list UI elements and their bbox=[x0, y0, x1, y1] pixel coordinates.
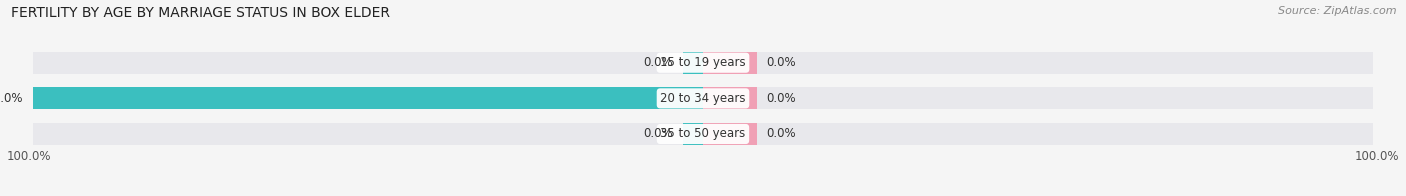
Text: Source: ZipAtlas.com: Source: ZipAtlas.com bbox=[1278, 6, 1396, 16]
Text: 0.0%: 0.0% bbox=[644, 127, 673, 141]
Bar bbox=[703, 123, 756, 145]
Text: 0.0%: 0.0% bbox=[766, 56, 796, 69]
Text: 20 to 34 years: 20 to 34 years bbox=[661, 92, 745, 105]
Bar bbox=[34, 87, 703, 109]
Bar bbox=[34, 123, 1372, 145]
Bar bbox=[703, 52, 756, 74]
Text: 100.0%: 100.0% bbox=[7, 150, 51, 163]
Bar bbox=[34, 52, 1372, 74]
Text: 100.0%: 100.0% bbox=[1355, 150, 1399, 163]
Text: 35 to 50 years: 35 to 50 years bbox=[661, 127, 745, 141]
Text: FERTILITY BY AGE BY MARRIAGE STATUS IN BOX ELDER: FERTILITY BY AGE BY MARRIAGE STATUS IN B… bbox=[11, 6, 391, 20]
Text: 0.0%: 0.0% bbox=[766, 127, 796, 141]
Text: 0.0%: 0.0% bbox=[644, 56, 673, 69]
Text: 100.0%: 100.0% bbox=[0, 92, 24, 105]
Text: 0.0%: 0.0% bbox=[766, 92, 796, 105]
Bar bbox=[703, 87, 756, 109]
Bar bbox=[683, 123, 703, 145]
Text: 15 to 19 years: 15 to 19 years bbox=[661, 56, 745, 69]
Bar bbox=[683, 52, 703, 74]
Bar bbox=[34, 87, 1372, 109]
